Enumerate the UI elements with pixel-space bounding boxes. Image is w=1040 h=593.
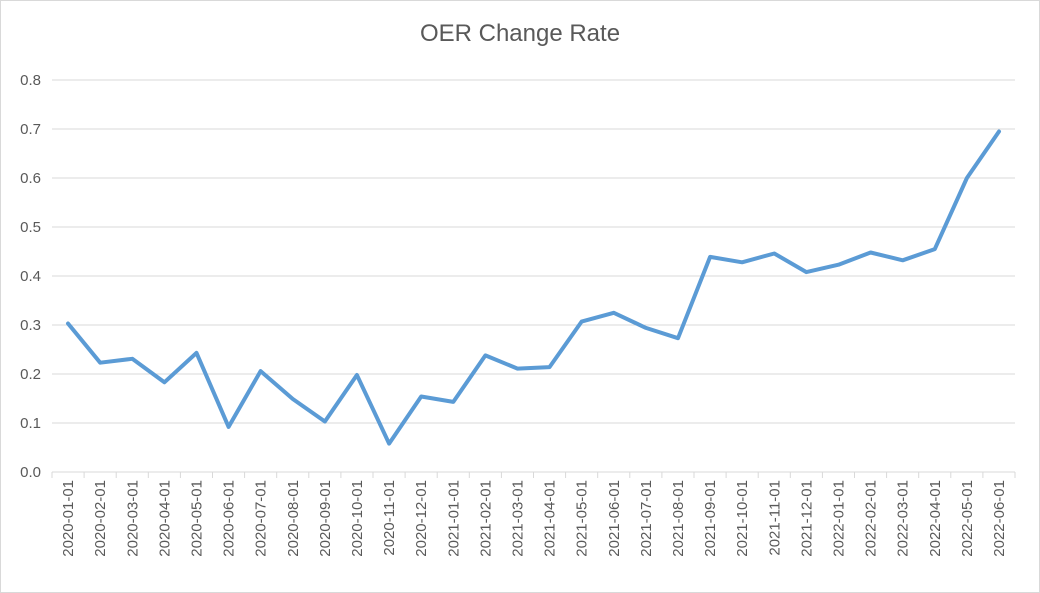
data-point [580,320,584,324]
x-tick-label: 2020-05-01 [188,480,205,557]
data-point [644,326,648,330]
x-tick-label: 2021-06-01 [606,480,623,557]
data-point [451,400,455,404]
chart-title: OER Change Rate [419,20,621,47]
data-point [98,361,102,365]
data-point [387,442,391,446]
y-tick-label: 0.2 [20,366,41,383]
x-tick-label: 2020-07-01 [253,480,270,557]
x-tick-label: 2021-12-01 [798,480,815,557]
x-tick-label: 2022-01-01 [830,480,847,557]
x-tick-label: 2021-03-01 [509,480,526,557]
data-point [130,357,134,361]
x-tick-label: 2022-06-01 [991,480,1008,557]
data-point [612,311,616,315]
x-tick-label: 2020-11-01 [381,480,398,556]
x-tick-label: 2021-05-01 [574,480,591,557]
data-point [548,365,552,369]
data-point [836,263,840,267]
x-tick-label: 2021-04-01 [542,480,559,557]
y-tick-label: 0.0 [20,464,41,481]
y-tick-label: 0.6 [20,170,41,187]
x-tick-label: 2021-02-01 [477,480,494,557]
y-tick-label: 0.4 [20,268,41,285]
data-point [419,395,423,399]
series-line [66,129,1001,446]
data-point [162,380,166,384]
x-tick-label: 2021-10-01 [734,480,751,557]
x-tick-label: 2020-08-01 [285,480,302,557]
data-point [740,260,744,264]
x-tick-label: 2020-04-01 [156,480,173,557]
data-point [291,397,295,401]
data-point [869,250,873,254]
data-point [708,255,712,259]
x-tick-label: 2020-01-01 [60,480,77,557]
x-tick-label: 2021-11-01 [766,480,783,556]
x-tick-label: 2021-01-01 [445,480,462,557]
data-point [997,129,1001,133]
x-tick-label: 2020-12-01 [413,480,430,557]
data-point [965,176,969,180]
data-point [227,425,231,429]
data-point [772,251,776,255]
x-tick-label: 2022-03-01 [895,480,912,557]
x-tick-label: 2021-07-01 [638,480,655,557]
y-axis: 0.0 0.1 0.2 0.3 0.4 0.5 0.6 0.7 0.8 [20,72,41,481]
data-point [355,373,359,377]
x-tick-label: 2022-05-01 [959,480,976,557]
y-tick-label: 0.7 [20,121,41,138]
x-tick-label: 2022-04-01 [927,480,944,557]
y-tick-label: 0.1 [20,415,41,432]
data-point [901,258,905,262]
y-tick-label: 0.3 [20,317,41,334]
x-axis: 2020-01-01 2020-02-01 2020-03-01 2020-04-01… [51,471,1016,557]
data-point [515,367,519,371]
x-tick-label: 2020-02-01 [92,480,109,557]
data-point [323,420,327,424]
data-point [483,353,487,357]
x-tick-label: 2021-09-01 [702,480,719,557]
y-tick-label: 0.8 [20,72,41,89]
data-point [804,270,808,274]
gridlines [52,79,1015,424]
data-point [194,351,198,355]
y-tick-label: 0.5 [20,219,41,236]
data-point [259,369,263,373]
x-tick-label: 2021-08-01 [670,480,687,557]
x-tick-label: 2020-06-01 [221,480,238,557]
x-tick-label: 2020-03-01 [124,480,141,557]
x-tick-label: 2020-10-01 [349,480,366,557]
x-tick-label: 2022-02-01 [863,480,880,557]
data-point [676,336,680,340]
data-point [933,247,937,251]
data-point [66,322,70,326]
x-tick-label: 2020-09-01 [317,480,334,557]
series-layer [66,129,1001,446]
